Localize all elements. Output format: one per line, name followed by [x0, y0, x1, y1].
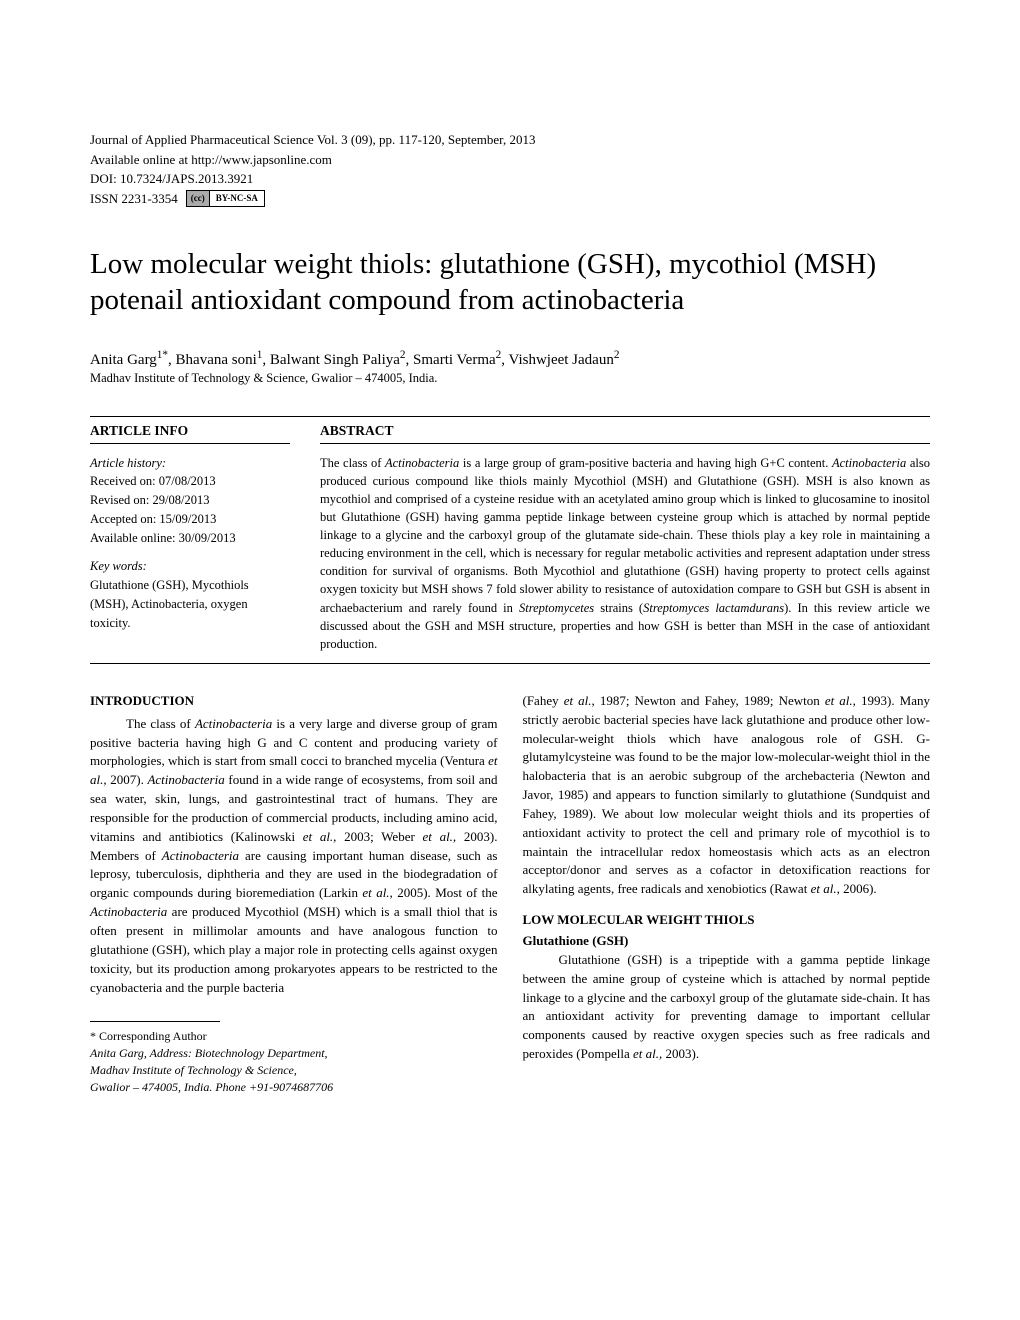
keywords-block: Key words: Glutathione (GSH), Mycothiols…: [90, 557, 290, 632]
cc-license-badge: (cc) BY-NC-SA: [186, 190, 265, 208]
footnote-label: * Corresponding Author: [90, 1029, 207, 1043]
article-title: Low molecular weight thiols: glutathione…: [90, 246, 930, 319]
lmwt-heading: LOW MOLECULAR WEIGHT THIOLS: [523, 911, 931, 930]
introduction-text: The class of Actinobacteria is a very la…: [90, 715, 498, 998]
intro-continuation: (Fahey et al., 1987; Newton and Fahey, 1…: [523, 692, 931, 899]
left-column: INTRODUCTION The class of Actinobacteria…: [90, 692, 498, 1096]
divider: [320, 443, 930, 444]
history-label: Article history:: [90, 454, 290, 473]
authors-line: Anita Garg1*, Bhavana soni1, Balwant Sin…: [90, 349, 930, 369]
article-info-column: ARTICLE INFO Article history: Received o…: [90, 423, 290, 653]
article-history: Article history: Received on: 07/08/2013…: [90, 454, 290, 548]
info-abstract-section: ARTICLE INFO Article history: Received o…: [90, 423, 930, 653]
divider: [90, 443, 290, 444]
divider: [90, 416, 930, 417]
revised-date: Revised on: 29/08/2013: [90, 491, 290, 510]
journal-doi: DOI: 10.7324/JAPS.2013.3921: [90, 169, 930, 189]
issn-line: ISSN 2231-3354 (cc) BY-NC-SA: [90, 189, 930, 209]
corresponding-author-footnote: * Corresponding Author Anita Garg, Addre…: [90, 1028, 498, 1095]
gsh-text: Glutathione (GSH) is a tripeptide with a…: [523, 951, 931, 1064]
affiliation-line: Madhav Institute of Technology & Science…: [90, 371, 930, 386]
right-column: (Fahey et al., 1987; Newton and Fahey, 1…: [523, 692, 931, 1096]
footnote-line: Madhav Institute of Technology & Science…: [90, 1063, 297, 1077]
cc-icon: (cc): [187, 191, 210, 207]
journal-header: Journal of Applied Pharmaceutical Scienc…: [90, 130, 930, 208]
cc-license-text: BY-NC-SA: [210, 191, 264, 207]
body-columns: INTRODUCTION The class of Actinobacteria…: [90, 692, 930, 1096]
introduction-heading: INTRODUCTION: [90, 692, 498, 711]
keywords-label: Key words:: [90, 557, 290, 576]
abstract-heading: ABSTRACT: [320, 423, 930, 439]
abstract-text: The class of Actinobacteria is a large g…: [320, 454, 930, 653]
available-date: Available online: 30/09/2013: [90, 529, 290, 548]
journal-availability: Available online at http://www.japsonlin…: [90, 150, 930, 170]
gsh-subheading: Glutathione (GSH): [523, 932, 931, 951]
abstract-column: ABSTRACT The class of Actinobacteria is …: [320, 423, 930, 653]
keywords-text: Glutathione (GSH), Mycothiols (MSH), Act…: [90, 576, 290, 632]
article-info-heading: ARTICLE INFO: [90, 423, 290, 439]
footnote-divider: [90, 1021, 220, 1022]
footnote-line: Gwalior – 474005, India. Phone +91-90746…: [90, 1080, 333, 1094]
footnote-line: Anita Garg, Address: Biotechnology Depar…: [90, 1046, 328, 1060]
received-date: Received on: 07/08/2013: [90, 472, 290, 491]
issn-number: ISSN 2231-3354: [90, 189, 178, 209]
divider: [90, 663, 930, 664]
accepted-date: Accepted on: 15/09/2013: [90, 510, 290, 529]
journal-line: Journal of Applied Pharmaceutical Scienc…: [90, 130, 930, 150]
